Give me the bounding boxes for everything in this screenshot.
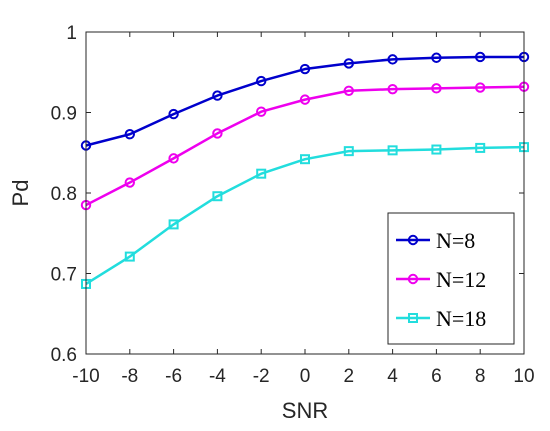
x-tick-label: 6 xyxy=(431,366,442,387)
data-point xyxy=(212,191,223,202)
legend-label: N=8 xyxy=(436,228,475,253)
y-tick-label: 0.7 xyxy=(51,265,77,286)
series-line xyxy=(85,55,524,147)
data-point xyxy=(124,177,136,188)
data-point xyxy=(168,153,179,164)
data-point xyxy=(299,63,311,75)
series-line xyxy=(85,145,525,286)
data-point xyxy=(124,251,135,262)
data-point xyxy=(256,75,267,87)
legend-swatch-marker xyxy=(408,313,418,323)
data-point xyxy=(343,58,354,69)
data-point xyxy=(168,219,179,230)
legend: N=8 N=12 N=18 xyxy=(387,212,515,345)
legend-item: N=12 xyxy=(396,267,486,292)
x-tick-label: -8 xyxy=(121,366,138,387)
plot-frame xyxy=(85,31,525,355)
data-point xyxy=(212,90,223,101)
data-point xyxy=(387,54,398,65)
y-axis-label: Pd xyxy=(8,180,33,207)
legend-item: N=18 xyxy=(396,306,486,331)
x-tick-label: -6 xyxy=(165,366,182,387)
x-tick-label: 4 xyxy=(387,366,398,387)
legend-item: N=8 xyxy=(396,228,475,253)
x-tick-label: 8 xyxy=(475,366,486,387)
legend-swatch-marker xyxy=(407,234,419,246)
data-point xyxy=(300,154,310,165)
y-tick-label: 1 xyxy=(66,23,77,44)
data-point xyxy=(168,108,179,120)
data-point xyxy=(387,145,398,156)
x-tick-label: 10 xyxy=(513,366,534,387)
series-line xyxy=(85,85,525,207)
y-tick-label: 0.8 xyxy=(51,184,77,205)
data-point xyxy=(343,146,354,157)
y-tick-label: 0.9 xyxy=(51,104,77,125)
x-tick-label: -10 xyxy=(72,366,99,387)
data-point xyxy=(124,129,136,140)
data-point xyxy=(387,83,398,95)
data-point xyxy=(431,52,442,63)
series-1 xyxy=(80,51,530,151)
data-point xyxy=(299,94,311,105)
data-point xyxy=(212,128,223,139)
x-tick-label: -2 xyxy=(253,366,270,387)
series-layer xyxy=(80,51,530,289)
x-tick-label: -4 xyxy=(209,366,226,387)
x-axis-ticks: -10 -8 -6 -4 -2 0 2 4 6 8 10 xyxy=(72,32,535,387)
legend-label: N=18 xyxy=(436,306,486,331)
data-point xyxy=(475,142,486,153)
series-2 xyxy=(80,81,530,211)
y-tick-label: 0.6 xyxy=(51,345,77,366)
x-tick-label: 0 xyxy=(300,366,311,387)
legend-swatch-marker xyxy=(407,273,419,285)
data-point xyxy=(256,106,267,117)
y-axis-ticks: 0.6 0.7 0.8 0.9 1 xyxy=(51,23,524,366)
data-point xyxy=(475,51,486,63)
data-point xyxy=(343,85,354,96)
data-point xyxy=(256,168,267,179)
data-point xyxy=(475,82,486,93)
data-point xyxy=(431,144,442,155)
data-point xyxy=(431,83,442,94)
legend-label: N=12 xyxy=(436,267,486,292)
x-tick-label: 2 xyxy=(344,366,355,387)
x-axis-label: SNR xyxy=(282,398,328,423)
